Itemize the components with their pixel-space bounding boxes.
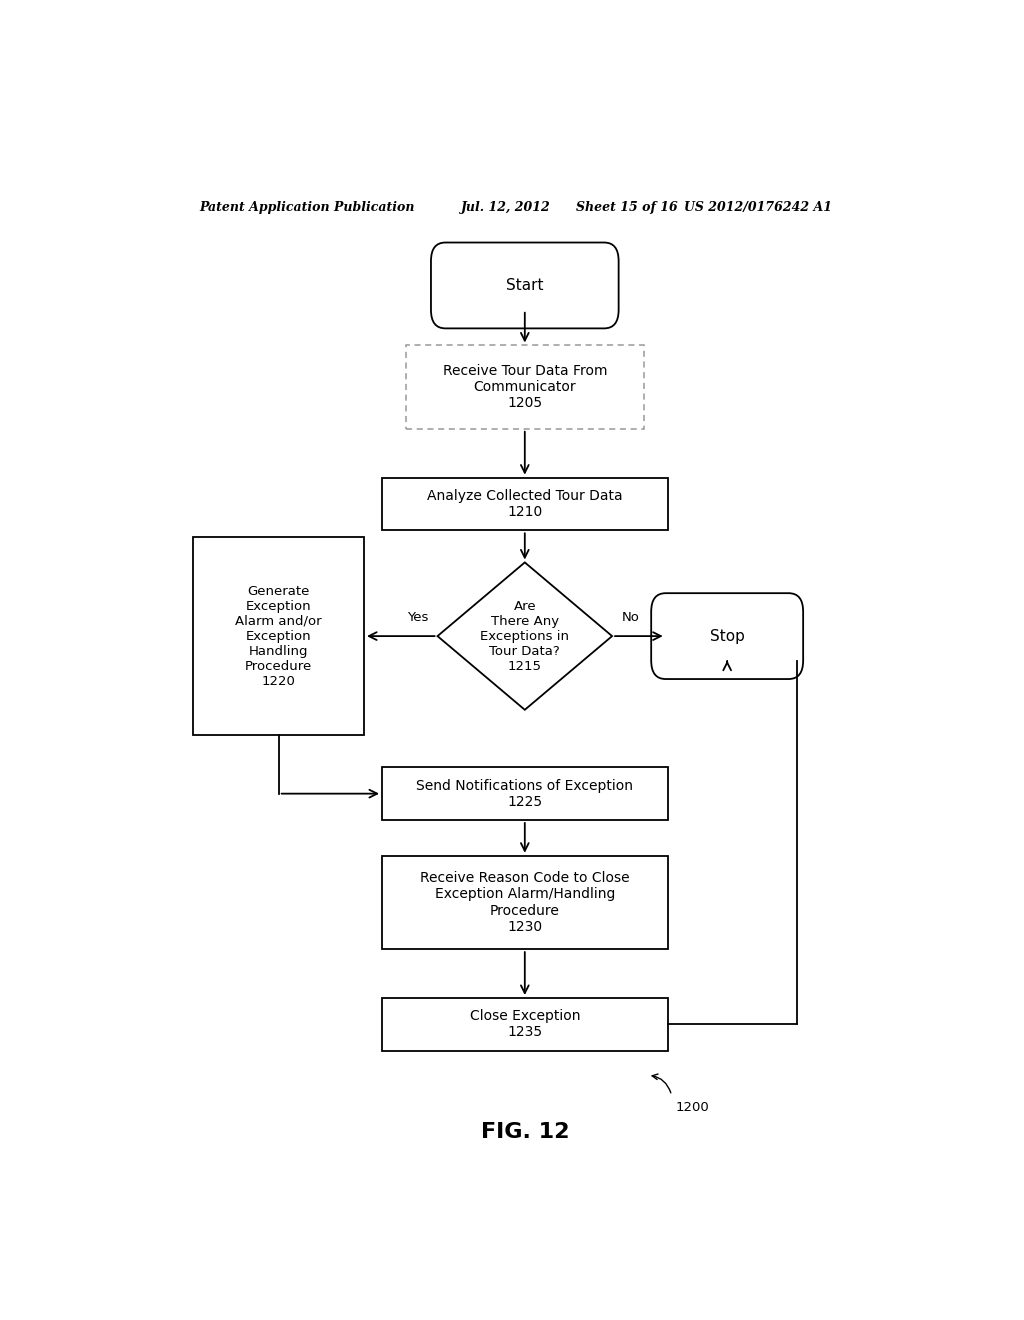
Text: Generate
Exception
Alarm and/or
Exception
Handling
Procedure
1220: Generate Exception Alarm and/or Exceptio… <box>236 585 323 688</box>
Text: Analyze Collected Tour Data
1210: Analyze Collected Tour Data 1210 <box>427 488 623 519</box>
Text: Receive Reason Code to Close
Exception Alarm/Handling
Procedure
1230: Receive Reason Code to Close Exception A… <box>420 871 630 933</box>
Text: US 2012/0176242 A1: US 2012/0176242 A1 <box>684 201 831 214</box>
Bar <box>382 998 668 1051</box>
Text: Send Notifications of Exception
1225: Send Notifications of Exception 1225 <box>417 779 633 809</box>
Text: Yes: Yes <box>407 611 428 624</box>
Bar <box>382 855 668 949</box>
Bar <box>382 767 668 820</box>
FancyBboxPatch shape <box>651 593 803 678</box>
Text: FIG. 12: FIG. 12 <box>480 1122 569 1142</box>
Polygon shape <box>437 562 612 710</box>
Bar <box>406 346 644 429</box>
Text: Start: Start <box>506 279 544 293</box>
Text: Sheet 15 of 16: Sheet 15 of 16 <box>577 201 678 214</box>
Text: Patent Application Publication: Patent Application Publication <box>200 201 415 214</box>
FancyBboxPatch shape <box>431 243 618 329</box>
Text: Are
There Any
Exceptions in
Tour Data?
1215: Are There Any Exceptions in Tour Data? 1… <box>480 599 569 673</box>
Text: Jul. 12, 2012: Jul. 12, 2012 <box>461 201 551 214</box>
Text: Stop: Stop <box>710 628 744 644</box>
Bar <box>194 537 365 735</box>
Text: 1200: 1200 <box>676 1101 710 1114</box>
Text: Close Exception
1235: Close Exception 1235 <box>470 1010 580 1039</box>
Bar <box>382 478 668 531</box>
Text: No: No <box>622 611 640 624</box>
Text: Receive Tour Data From
Communicator
1205: Receive Tour Data From Communicator 1205 <box>442 364 607 411</box>
